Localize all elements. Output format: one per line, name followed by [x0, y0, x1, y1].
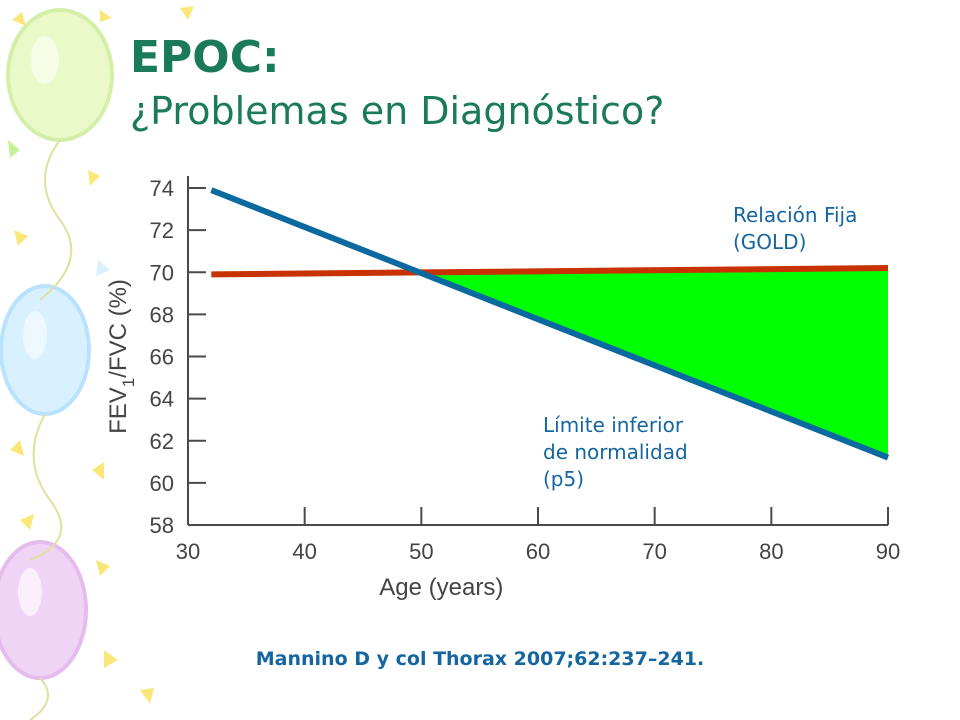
balloon-strings	[29, 139, 73, 720]
slide-title: EPOC:	[130, 32, 280, 83]
x-tick-label: 30	[176, 539, 200, 564]
y-tick-label: 72	[150, 218, 174, 243]
gold-annotation-line: Relación Fija	[733, 203, 857, 227]
x-tick-label: 90	[876, 539, 900, 564]
lln-annotation-line: Límite inferior	[543, 413, 684, 437]
purple-balloon-icon	[0, 540, 88, 680]
y-tick-label: 64	[150, 387, 174, 412]
y-tick-label: 70	[150, 260, 174, 285]
slide-subtitle: ¿Problemas en Diagnóstico?	[130, 89, 665, 133]
gold-annotation-line: (GOLD)	[733, 230, 806, 254]
x-tick-label: 50	[409, 539, 433, 564]
gold-fixed-ratio-line	[211, 265, 889, 278]
y-tick-label: 58	[150, 513, 174, 538]
x-tick-label: 60	[526, 539, 550, 564]
lln-annotation-line: (p5)	[543, 467, 584, 491]
x-tick-label: 70	[642, 539, 666, 564]
x-axis-title: Age (years)	[379, 574, 503, 601]
y-tick-label: 60	[150, 471, 174, 496]
confetti-icons	[8, 6, 194, 704]
y-tick-label: 68	[150, 302, 174, 327]
y-tick-label: 66	[150, 345, 174, 370]
y-tick-label: 62	[150, 429, 174, 454]
lln-line	[210, 187, 890, 461]
lln-annotation-line: de normalidad	[543, 440, 688, 464]
y-tick-label: 74	[150, 176, 174, 201]
blue-balloon-icon	[0, 284, 91, 416]
green-balloon-icon	[6, 8, 114, 142]
x-tick-label: 40	[292, 539, 316, 564]
y-axis-title: FEV1/FVC (%)	[105, 279, 138, 434]
citation: Mannino D y col Thorax 2007;62:237–241.	[255, 648, 705, 670]
x-tick-label: 80	[759, 539, 783, 564]
